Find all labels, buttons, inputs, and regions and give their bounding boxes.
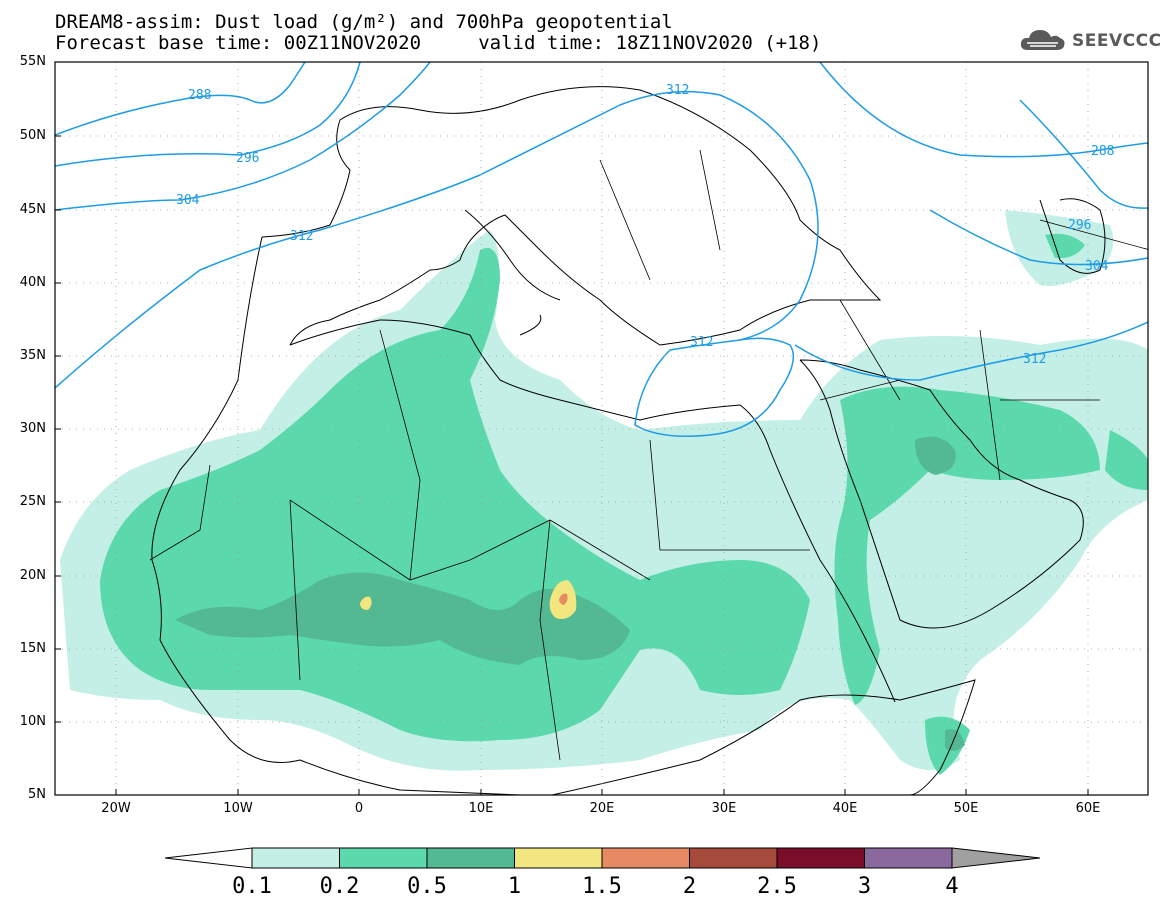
africa-coastline [151,236,976,795]
colorbar-label: 2 [682,874,697,899]
colorbar [164,847,1041,869]
colorbar-low-arrow [164,847,253,869]
arabia-coastline [799,359,1084,629]
contour-304 [55,62,431,211]
contour-label: 312 [666,83,689,98]
colorbar-swatch [601,847,690,869]
contour-label: 312 [690,335,713,350]
cloud-icon [1020,30,1065,50]
dust-level-0.5 [175,572,630,665]
map-title: DREAM8-assim: Dust load (g/m²) and 700hP… [55,11,673,33]
contour-label: 312 [1023,352,1046,367]
lat-label: 15N [19,641,46,656]
contour-label: 296 [1068,218,1091,233]
lat-label: 45N [19,202,46,217]
colorbar-label: 1.5 [582,874,622,899]
lat-label: 50N [19,128,46,143]
dust-level-1.5 [559,593,568,605]
lat-label: 5N [28,787,46,802]
contour-296 [55,62,361,167]
lon-label: 40E [832,801,858,816]
lat-label: 35N [19,348,46,363]
caspian-coastline [1039,198,1106,274]
colorbar-label: 3 [857,874,872,899]
colorbar-label: 0.2 [319,874,360,899]
dust-level-0.5 [915,436,956,475]
colorbar-swatch [514,847,603,869]
contour-label: 304 [176,193,200,208]
dust-level-1 [360,596,372,610]
contour-label: 304 [1085,259,1109,274]
lat-label: 20N [19,568,46,583]
coastlines [149,86,1148,795]
lat-label: 25N [19,494,46,509]
dust-level-0.2 [1105,430,1148,490]
contour-304-east [929,209,1148,266]
lat-label: 10N [19,714,46,729]
colorbar-swatch [864,847,953,869]
contour-label: 312 [290,229,313,244]
contour-312-north [55,90,819,389]
colorbar-swatch [251,847,340,869]
lat-label: 30N [19,421,46,436]
colorbar-swatch [689,847,778,869]
contour-label-group: 288 296 304 312 312 312 312 288 296 304 [176,83,1114,367]
colorbar-label: 2.5 [757,874,797,899]
colorbar-label: 1 [507,874,522,899]
lat-label: 40N [19,275,46,290]
colorbar-swatch [776,847,865,869]
lon-label: 20E [589,801,615,816]
geopotential-contours [55,62,1148,437]
colorbar-label: 0.1 [232,874,272,899]
contour-label: 288 [1091,144,1114,159]
colorbar-high-arrow [951,847,1041,869]
colorbar-swatch [426,847,515,869]
europe-coastline [261,86,882,346]
dust-level-0.2 [834,386,1100,705]
graticule [55,62,1148,795]
contour-312-med [634,337,795,437]
dust-level-0.2 [1045,233,1085,259]
contour-label: 296 [236,151,259,166]
colorbar-label: 0.5 [407,874,447,899]
lon-label: 20W [101,801,131,816]
contour-296-east [1019,99,1148,209]
forecast-time-subtitle: Forecast base time: 00Z11NOV2020 valid t… [55,32,822,54]
contour-312-east [794,321,1148,381]
colorbar-label: 4 [945,874,959,899]
borders [149,149,1148,761]
lat-label: 55N [19,54,46,69]
colorbar-swatch [339,847,428,869]
lon-label: 60E [1075,801,1101,816]
italy-coastline [464,209,561,336]
lon-label: 0 [354,801,364,816]
contour-label: 288 [188,88,211,103]
logo-text: SEEVCCC [1072,31,1162,51]
contour-288-east [819,62,1148,158]
lon-label: 10E [468,801,494,816]
seevccc-logo: SEEVCCC [1018,26,1162,56]
axis-ticks [55,61,1089,795]
dust-load-shading [60,210,1148,775]
lon-label: 30E [711,801,737,816]
lon-label: 50E [953,801,979,816]
dust-level-0.5 [945,729,965,751]
lon-label: 10W [223,801,253,816]
contour-288-west [55,62,306,136]
